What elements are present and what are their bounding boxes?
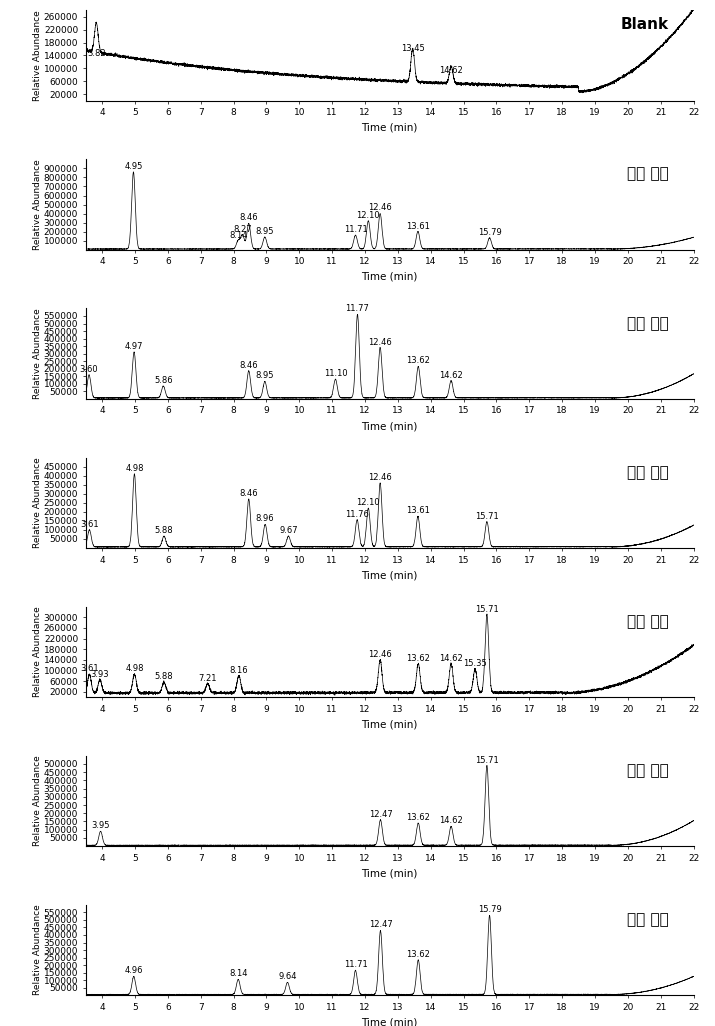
Text: 4.95: 4.95 — [124, 162, 142, 171]
Text: 12.10: 12.10 — [357, 498, 380, 507]
Text: 9.64: 9.64 — [278, 973, 297, 981]
Text: 8.95: 8.95 — [255, 227, 274, 236]
Text: 물금 원수: 물금 원수 — [628, 763, 669, 778]
Text: 15.71: 15.71 — [475, 755, 499, 764]
Text: 15.71: 15.71 — [475, 604, 499, 614]
Text: 4.97: 4.97 — [125, 342, 143, 351]
Y-axis label: Relative Abundance: Relative Abundance — [34, 159, 42, 250]
Text: 13.62: 13.62 — [406, 654, 430, 663]
Text: 3.61: 3.61 — [80, 665, 99, 673]
Text: 11.71: 11.71 — [344, 960, 368, 970]
Text: 15.79: 15.79 — [478, 228, 501, 237]
Text: 11.76: 11.76 — [345, 510, 369, 519]
Text: 화명 정수: 화명 정수 — [628, 614, 669, 629]
X-axis label: Time (min): Time (min) — [362, 1018, 418, 1026]
Text: 3.61: 3.61 — [80, 520, 99, 528]
Y-axis label: Relative Abundance: Relative Abundance — [34, 905, 42, 995]
Y-axis label: Relative Abundance: Relative Abundance — [34, 606, 42, 698]
Text: 12.46: 12.46 — [368, 203, 392, 212]
Text: 13.62: 13.62 — [406, 813, 430, 822]
Y-axis label: Relative Abundance: Relative Abundance — [34, 10, 42, 101]
X-axis label: Time (min): Time (min) — [362, 570, 418, 580]
Text: 7.21: 7.21 — [199, 674, 217, 682]
Text: 8.46: 8.46 — [240, 213, 258, 223]
Text: 11.77: 11.77 — [345, 305, 370, 313]
Text: 4.98: 4.98 — [125, 665, 144, 673]
Text: Blank: Blank — [621, 17, 669, 33]
X-axis label: Time (min): Time (min) — [362, 868, 418, 878]
Text: 13.61: 13.61 — [406, 506, 430, 515]
Text: 12.47: 12.47 — [369, 810, 393, 819]
Text: 11.10: 11.10 — [324, 369, 347, 379]
Text: 3.82: 3.82 — [87, 48, 106, 57]
Text: 3.95: 3.95 — [92, 821, 110, 830]
Text: 8.46: 8.46 — [240, 489, 258, 498]
Text: 3.93: 3.93 — [91, 670, 109, 678]
Text: 13.45: 13.45 — [401, 44, 425, 52]
Text: 12.46: 12.46 — [368, 338, 392, 347]
Text: 14.62: 14.62 — [439, 370, 463, 380]
Text: 12.47: 12.47 — [369, 920, 393, 930]
Text: 4.98: 4.98 — [125, 464, 144, 473]
Text: 15.35: 15.35 — [463, 659, 487, 668]
Text: 5.88: 5.88 — [154, 672, 173, 681]
Text: 8.14: 8.14 — [229, 970, 247, 979]
Text: 15.79: 15.79 — [478, 905, 501, 914]
Text: 5.88: 5.88 — [154, 526, 173, 536]
Text: 문산 원수: 문산 원수 — [628, 166, 669, 182]
Text: 5.86: 5.86 — [154, 376, 172, 385]
X-axis label: Time (min): Time (min) — [362, 719, 418, 729]
Text: 4.96: 4.96 — [124, 966, 143, 976]
Text: 12.10: 12.10 — [357, 210, 380, 220]
Y-axis label: Relative Abundance: Relative Abundance — [34, 308, 42, 399]
Text: 8.46: 8.46 — [240, 361, 258, 370]
Text: 13.61: 13.61 — [406, 222, 430, 231]
X-axis label: Time (min): Time (min) — [362, 123, 418, 132]
Text: 15.71: 15.71 — [475, 512, 499, 520]
Y-axis label: Relative Abundance: Relative Abundance — [34, 458, 42, 548]
Text: 14.62: 14.62 — [439, 817, 463, 825]
Text: 8.16: 8.16 — [230, 666, 248, 675]
Text: 8.95: 8.95 — [255, 371, 274, 381]
Text: 13.62: 13.62 — [406, 356, 430, 365]
X-axis label: Time (min): Time (min) — [362, 421, 418, 431]
Y-axis label: Relative Abundance: Relative Abundance — [34, 755, 42, 846]
Text: 8.27: 8.27 — [233, 225, 252, 234]
Text: 8.96: 8.96 — [256, 514, 275, 523]
Text: 13.62: 13.62 — [406, 950, 430, 958]
Text: 14.62: 14.62 — [439, 67, 463, 75]
Text: 3.60: 3.60 — [80, 364, 99, 373]
Text: 9.67: 9.67 — [279, 526, 298, 536]
Text: 칠서 정수: 칠서 정수 — [628, 465, 669, 480]
Text: 12.46: 12.46 — [368, 473, 392, 482]
Text: 14.62: 14.62 — [439, 654, 463, 663]
Text: 12.46: 12.46 — [368, 649, 392, 659]
Text: 칠서 원수: 칠서 원수 — [628, 912, 669, 928]
Text: 문산 정수: 문산 정수 — [628, 316, 669, 330]
Text: 8.14: 8.14 — [229, 231, 247, 240]
X-axis label: Time (min): Time (min) — [362, 272, 418, 282]
Text: 11.71: 11.71 — [344, 225, 368, 234]
